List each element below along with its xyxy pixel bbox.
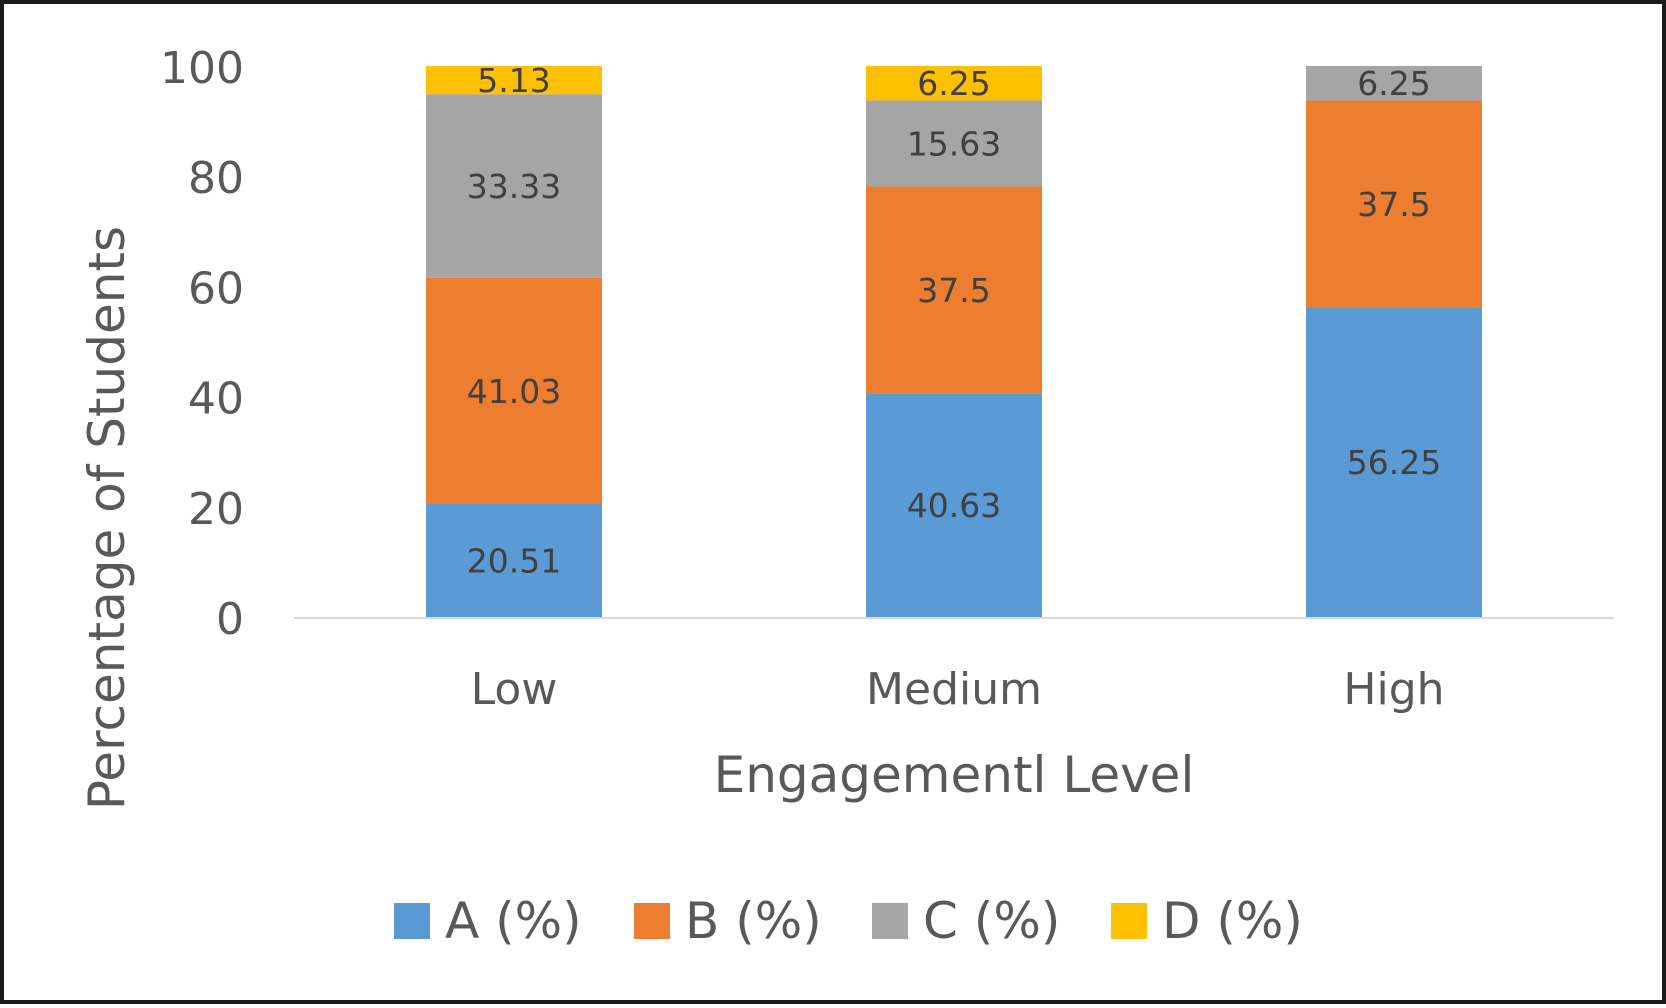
y-axis-ticks: 0 20 40 60 80 100 bbox=[160, 43, 244, 645]
data-label: 37.5 bbox=[1357, 185, 1430, 224]
legend-swatch bbox=[872, 903, 908, 939]
data-label: 5.13 bbox=[477, 61, 550, 100]
y-tick-label: 40 bbox=[188, 374, 244, 425]
y-tick-label: 100 bbox=[160, 43, 244, 94]
bar-segment-low-3 bbox=[426, 94, 602, 278]
data-label: 56.25 bbox=[1347, 443, 1441, 482]
y-axis-title: Percentage of Students bbox=[78, 226, 136, 810]
bars-layer bbox=[426, 65, 1482, 617]
legend-swatch bbox=[394, 903, 430, 939]
bar-segment-low-1 bbox=[426, 503, 602, 617]
legend-label: D (%) bbox=[1162, 892, 1303, 950]
legend-label: A (%) bbox=[445, 892, 582, 950]
data-labels-layer: 20.51 41.03 33.33 5.13 40.63 37.5 15.63 6.25 56.… bbox=[467, 61, 1441, 580]
bar-segment-medium-3 bbox=[866, 100, 1042, 187]
data-label: 37.5 bbox=[917, 271, 990, 310]
x-axis-ticks: Low Medium High bbox=[471, 664, 1445, 715]
stacked-bar-chart: 20.51 41.03 33.33 5.13 40.63 37.5 15.63 6.25 56.… bbox=[78, 43, 1614, 950]
legend-swatch bbox=[1111, 903, 1147, 939]
data-label: 40.63 bbox=[907, 486, 1001, 525]
data-label: 41.03 bbox=[467, 372, 561, 411]
bar-segment-medium-1 bbox=[866, 393, 1042, 617]
bar-segment-medium-4 bbox=[866, 65, 1042, 101]
bar-segment-medium-2 bbox=[866, 186, 1042, 394]
bar-segment-high-2 bbox=[1306, 100, 1482, 308]
bar-segment-high-3 bbox=[1306, 66, 1482, 101]
data-label: 6.25 bbox=[917, 64, 990, 103]
x-tick-label: Low bbox=[471, 664, 558, 715]
data-label: 6.25 bbox=[1357, 64, 1430, 103]
bar-segment-low-4 bbox=[426, 66, 602, 95]
x-tick-label: Medium bbox=[866, 664, 1042, 715]
legend: A (%) B (%) C (%) D (%) bbox=[394, 892, 1303, 950]
data-label: 20.51 bbox=[467, 541, 561, 580]
y-tick-label: 20 bbox=[188, 484, 244, 535]
legend-swatch bbox=[634, 903, 670, 939]
bar-segment-high-1 bbox=[1306, 307, 1482, 617]
x-tick-label: High bbox=[1343, 664, 1444, 715]
y-tick-label: 80 bbox=[188, 153, 244, 204]
y-tick-label: 60 bbox=[188, 263, 244, 314]
data-label: 15.63 bbox=[907, 124, 1001, 163]
legend-label: B (%) bbox=[685, 892, 822, 950]
legend-label: C (%) bbox=[923, 892, 1060, 950]
x-axis-title: Engagementl Level bbox=[714, 746, 1195, 804]
data-label: 33.33 bbox=[467, 167, 561, 206]
bar-segment-low-2 bbox=[426, 277, 602, 504]
y-tick-label: 0 bbox=[216, 594, 244, 645]
